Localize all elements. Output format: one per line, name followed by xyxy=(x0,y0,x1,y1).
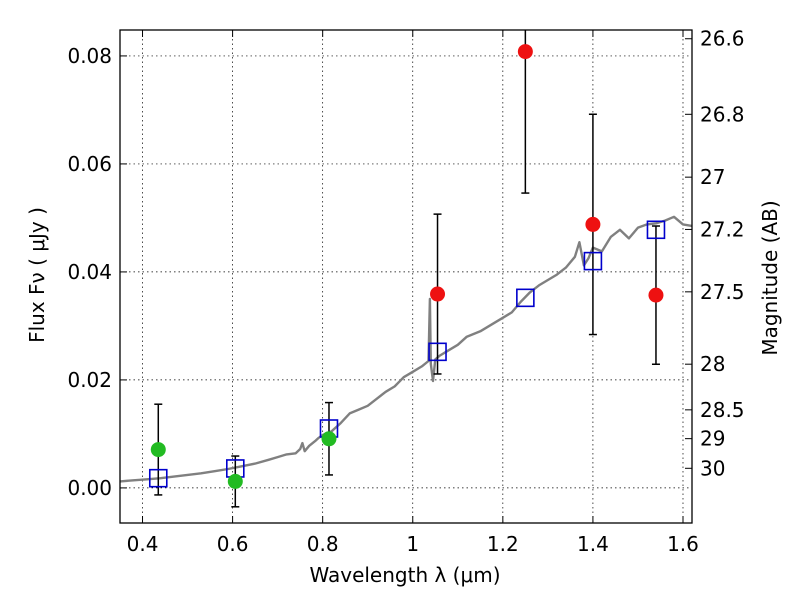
mag-tick-label: 28.5 xyxy=(700,398,745,422)
y-axis-title-left: Flux Fν ( μJy ) xyxy=(25,207,49,343)
model-photometry-point xyxy=(148,468,168,488)
mag-tick-label: 27 xyxy=(700,165,725,189)
mag-tick-label: 29 xyxy=(700,427,725,451)
x-tick-label: 0.4 xyxy=(127,532,159,556)
mag-tick-label: 26.6 xyxy=(700,27,745,51)
y-tick-label: 0.02 xyxy=(67,368,112,392)
mag-tick-label: 26.8 xyxy=(700,102,745,126)
y-tick-label: 0.06 xyxy=(67,152,112,176)
model-photometry-point xyxy=(646,220,666,240)
x-tick-label: 1 xyxy=(406,532,419,556)
observed-flux-point xyxy=(517,44,533,60)
observed-flux-point xyxy=(430,286,446,302)
model-photometry-point xyxy=(428,342,447,362)
mag-tick-label: 27.5 xyxy=(700,280,745,304)
observed-flux-point xyxy=(321,431,337,447)
grid xyxy=(120,30,692,523)
mag-tick-label: 30 xyxy=(700,456,725,480)
x-tick-label: 1.6 xyxy=(667,532,699,556)
x-axis-title: Wavelength λ (μm) xyxy=(309,563,500,587)
model-photometry-point xyxy=(516,288,535,308)
y-axis-title-right: Magnitude (AB) xyxy=(758,200,782,355)
observed-flux-point xyxy=(227,473,243,489)
x-tick-label: 1.2 xyxy=(487,532,519,556)
mag-tick-label: 27.2 xyxy=(700,217,745,241)
spectrum-line xyxy=(120,215,692,483)
y-tick-label: 0.04 xyxy=(67,260,112,284)
model-photometry-point xyxy=(583,251,603,271)
plot-frame xyxy=(119,29,693,524)
y-tick-label: 0.00 xyxy=(67,476,112,500)
y-tick-label: 0.08 xyxy=(67,44,112,68)
mag-tick-label: 28 xyxy=(700,352,725,376)
axis-ticks: 0.4 0.6 0.8 1 1.2 1.4 1.6 0.00 0.02 0.04 0.06 0.08 2… xyxy=(67,27,744,556)
observed-flux-point xyxy=(648,287,664,303)
x-tick-label: 0.8 xyxy=(307,532,339,556)
x-tick-label: 1.4 xyxy=(577,532,609,556)
plot-content xyxy=(120,30,692,508)
x-tick-label: 0.6 xyxy=(217,532,249,556)
observed-flux-point xyxy=(585,216,601,232)
observed-flux-point xyxy=(150,442,166,458)
